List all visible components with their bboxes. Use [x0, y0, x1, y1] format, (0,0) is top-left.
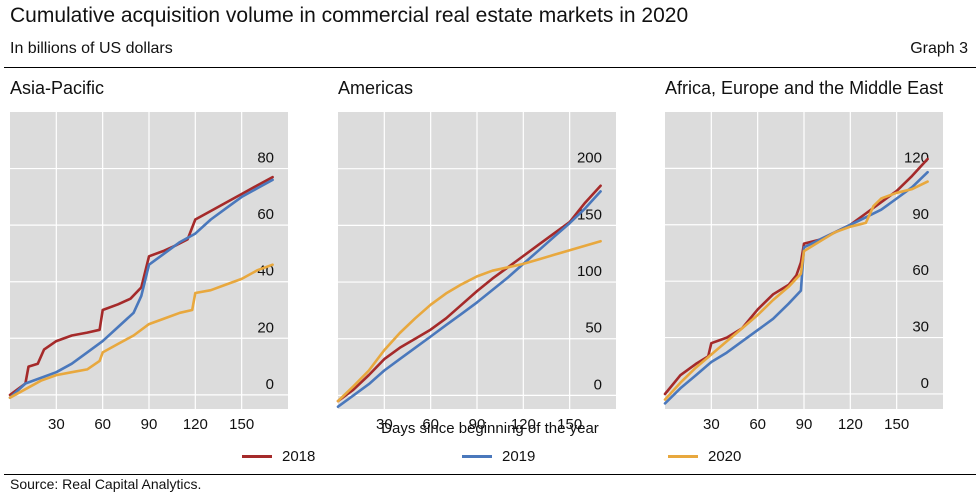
series-line-2020-americas — [336, 239, 602, 403]
x-tick-label: 30 — [703, 416, 720, 433]
x-tick-label: 150 — [229, 416, 254, 433]
bottom-rule — [4, 474, 976, 475]
y-tick-label: 30 — [912, 319, 929, 336]
y-tick-label: 80 — [257, 150, 274, 167]
y-tick-label: 50 — [585, 320, 602, 337]
graph-label: Graph 3 — [910, 40, 968, 57]
legend-swatch-2019 — [462, 455, 492, 458]
x-tick-label: 30 — [48, 416, 65, 433]
series-line-2019-americas — [336, 190, 602, 409]
series-line-2019-asia-pacific — [8, 178, 274, 400]
y-tick-label: 60 — [257, 206, 274, 223]
panel-emea: 30 60 90 120 150 0 30 60 90 120 — [663, 112, 943, 433]
x-tick-label: 60 — [749, 416, 766, 433]
y-tick-label: 0 — [921, 375, 929, 392]
y-tick-label: 20 — [257, 319, 274, 336]
chart-subtitle: In billions of US dollars — [10, 40, 173, 57]
source-note: Source: Real Capital Analytics. — [10, 476, 202, 492]
y-tick-label: 120 — [904, 149, 929, 166]
top-rule — [4, 67, 976, 68]
series-line-2018-emea — [663, 157, 929, 396]
x-axis-label: Days since beginning of the year — [381, 420, 599, 437]
panel-title-americas: Americas — [338, 78, 414, 98]
x-tick-label: 30 — [376, 416, 393, 433]
y-tick-label: 90 — [912, 206, 929, 223]
x-tick-label: 150 — [557, 416, 582, 433]
panel-title-asia-pacific: Asia-Pacific — [10, 78, 105, 98]
series-line-2019-emea — [663, 170, 929, 405]
y-tick-label: 100 — [577, 263, 602, 280]
y-tick-label: 200 — [577, 150, 602, 167]
series-line-2020-emea — [663, 180, 929, 401]
series-line-2020-asia-pacific — [8, 263, 274, 400]
legend-swatch-2018 — [242, 455, 272, 458]
x-tick-label: 60 — [422, 416, 439, 433]
legend-label-2018: 2018 — [282, 448, 316, 465]
series-line-2018-americas — [336, 184, 602, 403]
y-tick-label: 0 — [266, 376, 274, 393]
y-tick-label: 60 — [912, 262, 929, 279]
y-tick-label: 0 — [594, 376, 602, 393]
panel-title-emea: Africa, Europe and the Middle East — [665, 78, 944, 98]
legend-item-2018: 2018 — [242, 448, 315, 465]
x-tick-label: 90 — [469, 416, 486, 433]
legend-item-2019: 2019 — [462, 448, 535, 465]
legend-label-2020: 2020 — [708, 448, 742, 465]
chart-title: Cumulative acquisition volume in commerc… — [10, 4, 689, 27]
x-tick-label: 120 — [183, 416, 208, 433]
series-line-2018-asia-pacific — [8, 175, 274, 397]
x-tick-label: 90 — [141, 416, 158, 433]
legend-item-2020: 2020 — [668, 448, 741, 465]
x-tick-label: 60 — [94, 416, 111, 433]
x-tick-label: 120 — [838, 416, 863, 433]
legend-label-2019: 2019 — [502, 448, 536, 465]
x-tick-label: 90 — [796, 416, 813, 433]
legend-swatch-2020 — [668, 455, 698, 458]
x-tick-label: 120 — [511, 416, 536, 433]
x-tick-label: 150 — [884, 416, 909, 433]
